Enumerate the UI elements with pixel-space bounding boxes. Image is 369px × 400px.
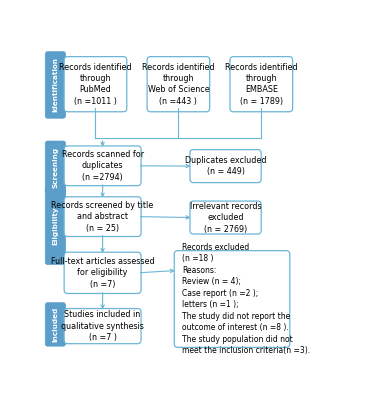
FancyBboxPatch shape: [45, 187, 66, 264]
FancyBboxPatch shape: [230, 57, 293, 112]
Text: Full-text articles assessed
for eligibility
(n =7): Full-text articles assessed for eligibil…: [51, 257, 154, 289]
FancyBboxPatch shape: [64, 197, 141, 236]
Text: Identification: Identification: [52, 58, 58, 112]
Text: Studies included in
qualitative synthesis
(n =7 ): Studies included in qualitative synthesi…: [61, 310, 144, 342]
Text: Records identified
through
Web of Science
(n =443 ): Records identified through Web of Scienc…: [142, 62, 215, 106]
FancyBboxPatch shape: [190, 150, 261, 182]
Text: Records excluded
(n =18 )
Reasons:
Review (n = 4);
Case report (n =2 );
letters : Records excluded (n =18 ) Reasons: Revie…: [182, 243, 310, 355]
Text: Eligibility: Eligibility: [52, 206, 58, 245]
Text: Irrelevant records
excluded
(n = 2769): Irrelevant records excluded (n = 2769): [190, 202, 261, 234]
FancyBboxPatch shape: [174, 251, 290, 347]
Text: Duplicates excluded
(n = 449): Duplicates excluded (n = 449): [185, 156, 266, 176]
FancyBboxPatch shape: [190, 201, 261, 234]
FancyBboxPatch shape: [64, 252, 141, 294]
FancyBboxPatch shape: [45, 141, 66, 194]
Text: Records screened by title
and abstract
(n = 25): Records screened by title and abstract (…: [52, 201, 154, 232]
Text: Records scanned for
duplicates
(n =2794): Records scanned for duplicates (n =2794): [62, 150, 144, 182]
Text: Screening: Screening: [52, 147, 58, 188]
FancyBboxPatch shape: [64, 308, 141, 344]
Text: Records identified
through
PubMed
(n =1011 ): Records identified through PubMed (n =10…: [59, 62, 132, 106]
Text: Included: Included: [52, 307, 58, 342]
Text: Records identified
through
EMBASE
(n = 1789): Records identified through EMBASE (n = 1…: [225, 62, 298, 106]
FancyBboxPatch shape: [147, 57, 210, 112]
FancyBboxPatch shape: [45, 52, 66, 118]
FancyBboxPatch shape: [45, 303, 66, 346]
FancyBboxPatch shape: [64, 146, 141, 186]
FancyBboxPatch shape: [64, 57, 127, 112]
